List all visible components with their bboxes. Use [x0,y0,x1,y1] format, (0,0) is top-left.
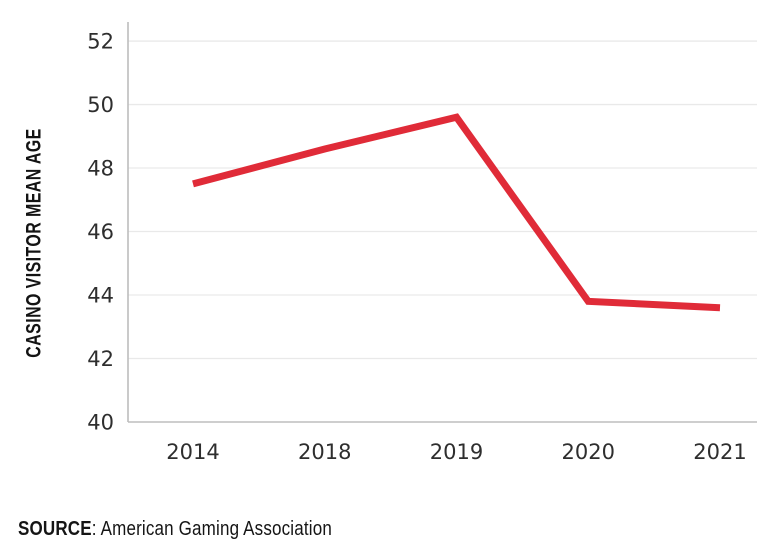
y-tick-label: 48 [87,157,114,181]
source-text: : American Gaming Association [91,518,332,540]
source-line: SOURCE: American Gaming Association [18,518,332,541]
y-tick-label: 52 [87,30,114,54]
x-tick-label: 2018 [298,440,351,464]
source-label: SOURCE [18,518,92,540]
y-tick-label: 40 [87,411,114,435]
y-tick-label: 50 [87,93,114,117]
x-tick-label: 2014 [166,440,219,464]
y-tick-label: 46 [87,220,114,244]
data-line [192,113,721,312]
x-tick-label: 2021 [693,440,746,464]
x-tick-label: 2019 [430,440,483,464]
x-tick-label: 2020 [562,440,615,464]
y-tick-label: 44 [87,284,114,308]
y-tick-label: 42 [87,347,114,371]
